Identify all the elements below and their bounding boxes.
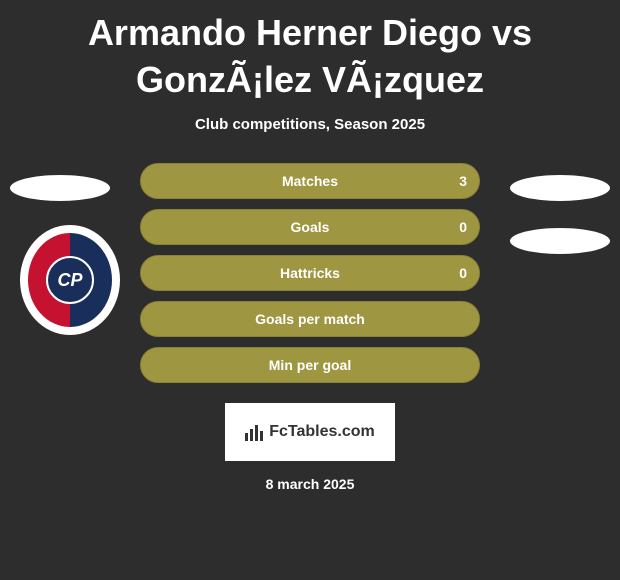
stat-label: Goals per match [255, 311, 365, 327]
main-container: Armando Herner Diego vs GonzÃ¡lez VÃ¡zqu… [0, 0, 620, 580]
stat-row-goals-per-match: Goals per match [140, 301, 480, 337]
stats-area: Matches 3 Goals 0 Hattricks 0 Goals per … [140, 163, 480, 383]
stat-value: 0 [459, 265, 467, 281]
bar-chart-icon [245, 423, 263, 441]
page-title: Armando Herner Diego vs GonzÃ¡lez VÃ¡zqu… [0, 10, 620, 104]
stat-label: Goals [291, 219, 330, 235]
subtitle: Club competitions, Season 2025 [0, 116, 620, 133]
logo-outer-ring: CP [20, 225, 120, 335]
club-logo: CP [20, 225, 120, 335]
stat-row-hattricks: Hattricks 0 [140, 255, 480, 291]
date-text: 8 march 2025 [0, 476, 620, 492]
stat-value: 0 [459, 219, 467, 235]
player-placeholder-right-2 [510, 228, 610, 254]
badge-text: FcTables.com [269, 423, 375, 441]
player-placeholder-right-1 [510, 175, 610, 201]
stat-value: 3 [459, 173, 467, 189]
fctables-badge[interactable]: FcTables.com [225, 403, 395, 461]
stat-label: Min per goal [269, 357, 351, 373]
logo-monogram: CP [46, 256, 94, 304]
stat-label: Hattricks [280, 265, 340, 281]
stat-row-goals: Goals 0 [140, 209, 480, 245]
logo-shield: CP [28, 233, 112, 327]
stat-label: Matches [282, 173, 338, 189]
player-placeholder-left [10, 175, 110, 201]
stat-row-min-per-goal: Min per goal [140, 347, 480, 383]
stat-row-matches: Matches 3 [140, 163, 480, 199]
